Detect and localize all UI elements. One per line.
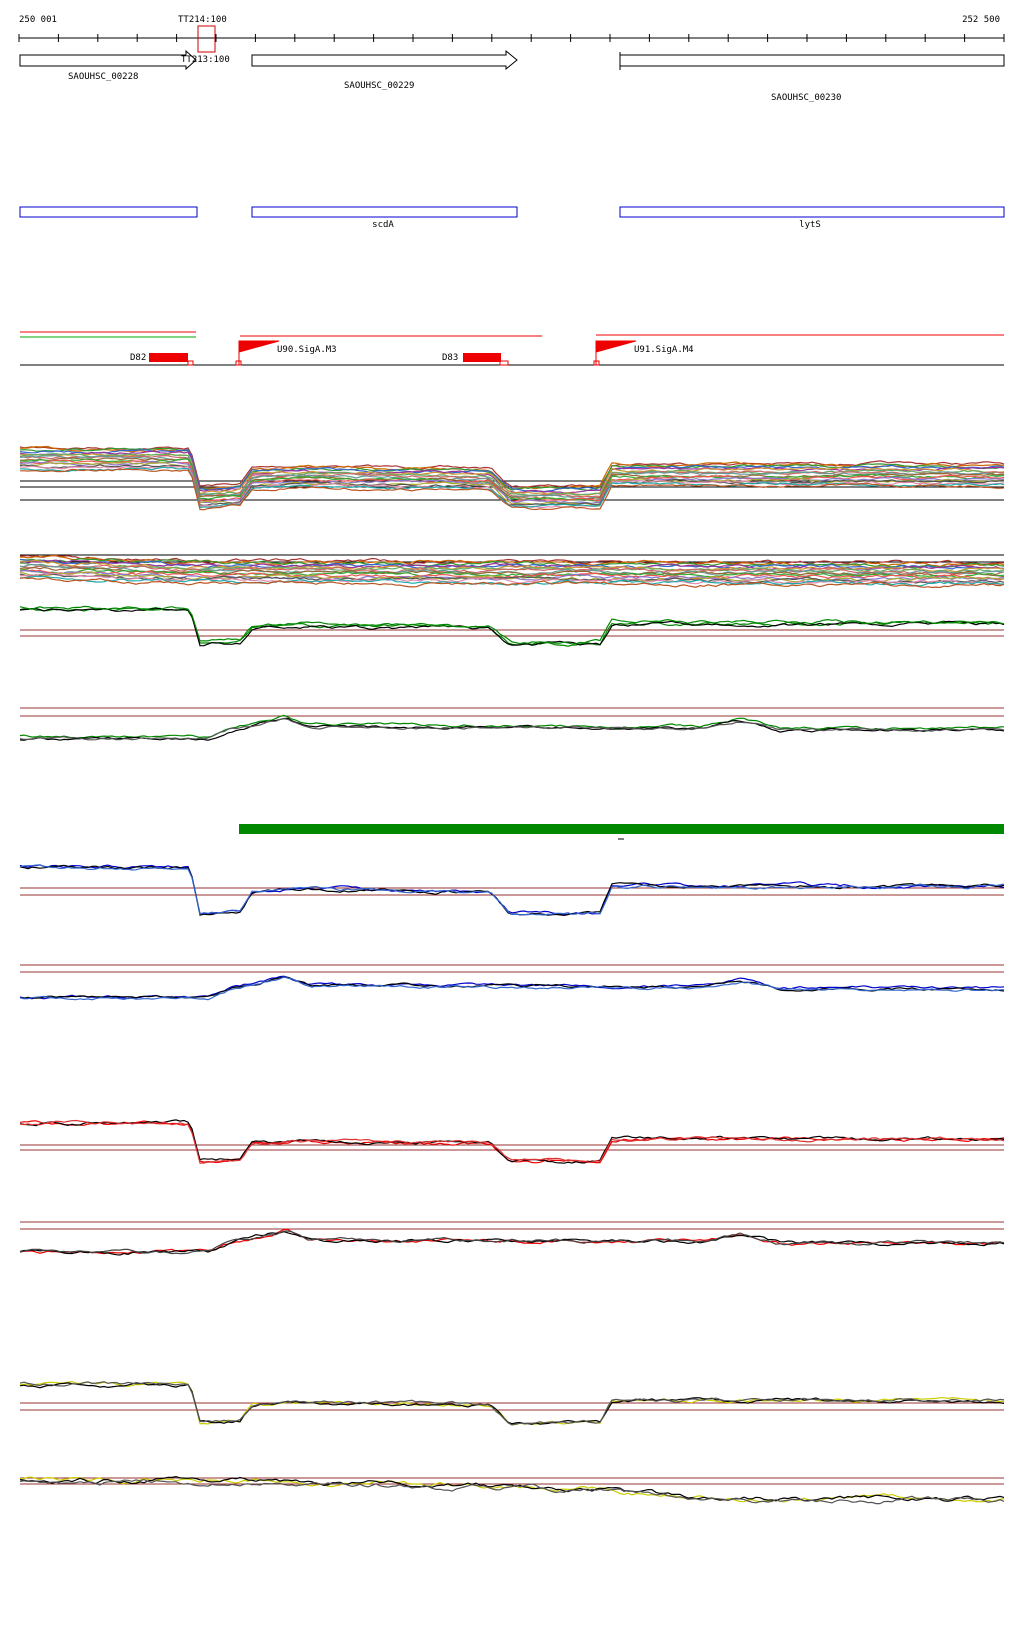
reg-block [463,353,501,362]
gene-box [619,52,1005,70]
trace [19,717,1005,741]
gene-label: SAOUHSC_00228 [68,72,138,82]
reg-label: D83 [442,353,458,363]
trace [19,864,1005,917]
reg-flag [595,340,637,365]
trace [19,1120,1005,1164]
trace [19,446,1005,488]
ruler-ticks [18,34,1005,42]
trace [20,468,1005,511]
trace [19,458,1005,502]
ruler-end: 252 500 [962,15,1000,25]
ruler-start: 250 001 [19,15,57,25]
reg-site [187,360,194,366]
terminator-label: TT213:100 [181,55,230,65]
reg-label: U90.SigA.M3 [277,345,337,355]
trace [19,1230,1005,1255]
gene-label: SAOUHSC_00230 [771,93,841,103]
trace [19,605,1005,645]
trace [19,568,1005,579]
trace [19,1382,1005,1425]
trace [19,450,1005,494]
gene-name: lytS [799,220,821,230]
trace [19,1475,1005,1502]
trace [19,606,1005,647]
trace [19,864,1005,916]
gene-arrow [251,49,518,71]
reg-site [499,360,509,366]
trace [19,1231,1005,1256]
gene-name-box [619,206,1005,218]
ruler-marker: TT214:100 [178,15,227,25]
trace [19,1381,1005,1426]
trace [19,1119,1005,1164]
reg-flag [238,340,280,365]
reg-block [149,353,188,362]
reg-site [593,360,600,366]
reg-site [235,360,242,366]
marker-box [197,25,216,53]
trace [19,1478,1005,1505]
trace [19,607,1005,647]
trace [19,573,1005,584]
trace [19,717,1005,741]
trace [19,554,1005,565]
reg-label: U91.SigA.M4 [634,345,694,355]
expression-tracks [19,445,1005,1505]
gene-arrow [19,49,197,71]
gene-name-box [251,206,518,218]
trace [19,566,1005,578]
trace [19,1476,1005,1503]
trace [19,454,1004,498]
trace [19,460,1005,504]
trace [19,864,1005,915]
reg-label: D82 [130,353,146,363]
coverage-bar [239,824,1004,834]
gene-name: scdA [372,220,394,230]
trace [19,577,1005,589]
gene-label: SAOUHSC_00229 [344,81,414,91]
gene-name-box [19,206,198,218]
trace [19,558,1005,570]
trace [19,564,1005,576]
trace [19,1119,1005,1164]
trace [19,559,1005,573]
trace [19,976,1005,1001]
